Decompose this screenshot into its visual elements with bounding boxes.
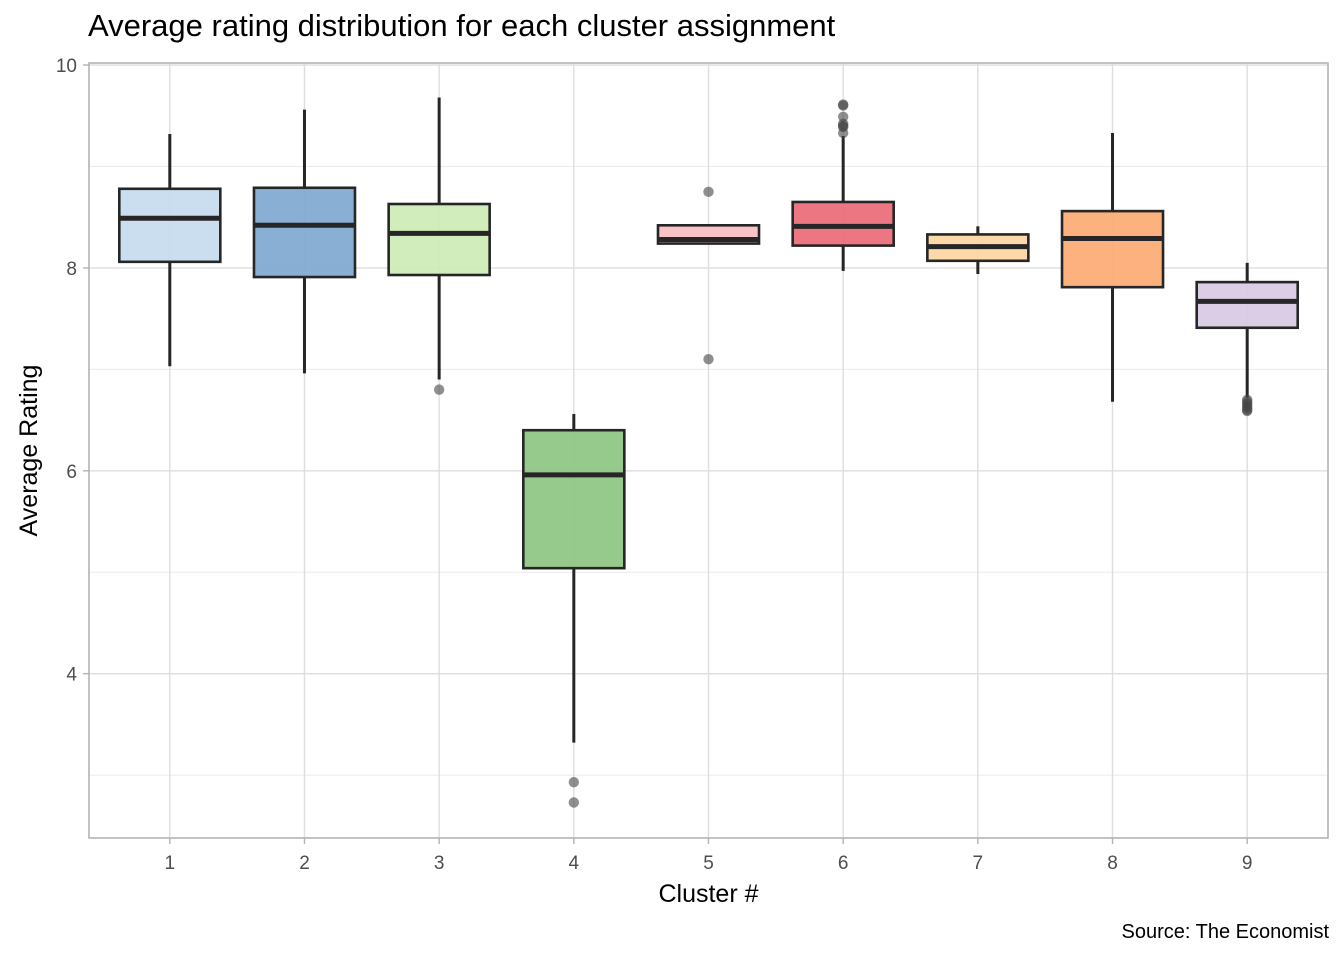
- iqr-box: [1060, 209, 1165, 289]
- iqr-box: [387, 202, 491, 277]
- iqr-box: [252, 186, 357, 279]
- iqr-box: [791, 200, 895, 247]
- outlier-point: [433, 384, 445, 395]
- outlier-point: [703, 186, 714, 198]
- y-tick-label: 8: [66, 259, 77, 280]
- x-tick-label: 1: [165, 853, 176, 874]
- x-tick-label: 8: [1107, 853, 1118, 874]
- box-cluster-3: [387, 97, 491, 395]
- outlier-point: [568, 797, 580, 808]
- outlier-point: [837, 100, 849, 111]
- x-tick-label: 2: [299, 853, 310, 874]
- box-cluster-6: [791, 99, 895, 271]
- x-tick-label: 3: [434, 853, 445, 874]
- iqr-box: [522, 428, 626, 570]
- outlier-point: [568, 777, 580, 788]
- box-cluster-9: [1195, 262, 1299, 417]
- x-tick-label: 9: [1242, 853, 1253, 874]
- gridlines: [89, 63, 1328, 838]
- box-cluster-7: [926, 226, 1030, 274]
- iqr-box: [1195, 280, 1299, 330]
- iqr-box: [118, 187, 222, 264]
- x-axis-title: Cluster #: [658, 880, 758, 908]
- boxes-layer: [118, 97, 1299, 808]
- box-cluster-2: [252, 109, 357, 374]
- outlier-point: [1241, 405, 1253, 417]
- x-tick-label: 5: [703, 853, 714, 874]
- y-axis-title: Average Rating: [15, 365, 43, 537]
- box-cluster-1: [118, 134, 222, 367]
- x-tick-label: 7: [973, 853, 984, 874]
- box-cluster-4: [522, 413, 626, 808]
- x-tick-label: 4: [569, 853, 580, 874]
- y-tick-label: 4: [66, 665, 77, 686]
- y-tick-label: 10: [56, 56, 77, 77]
- outlier-point: [837, 127, 849, 139]
- chart-title: Average rating distribution for each clu…: [88, 8, 836, 43]
- source-caption: Source: The Economist: [1121, 921, 1329, 943]
- outlier-point: [703, 354, 714, 365]
- x-tick-label: 6: [838, 853, 849, 874]
- box-cluster-5: [656, 186, 761, 365]
- box-cluster-8: [1060, 132, 1165, 402]
- y-tick-label: 6: [66, 462, 77, 483]
